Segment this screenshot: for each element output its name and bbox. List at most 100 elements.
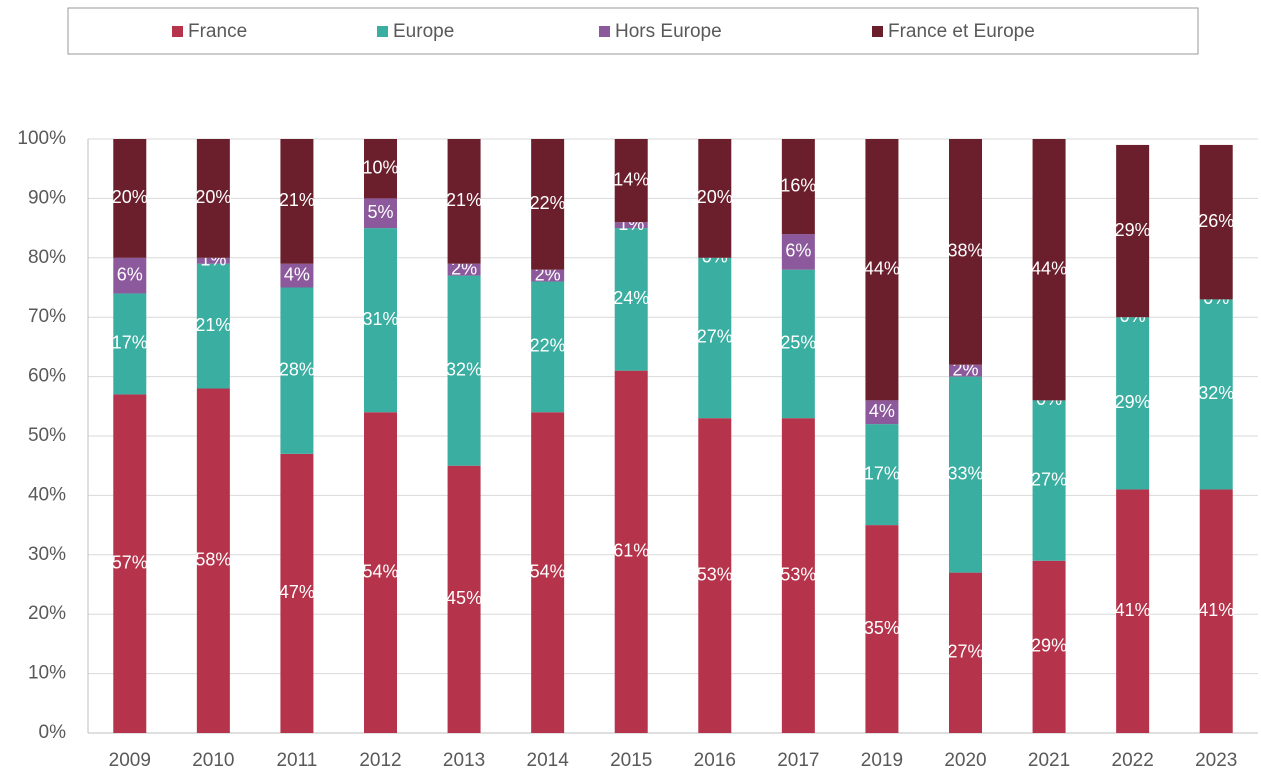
value-label: 54% — [530, 561, 566, 581]
bar-segment — [1032, 400, 1066, 561]
value-label: 6% — [117, 264, 143, 284]
bar-segment — [781, 418, 815, 733]
value-label: 20% — [697, 187, 733, 207]
x-tick-label: 2016 — [694, 750, 736, 771]
bar-segment — [949, 572, 982, 733]
legend-swatch — [172, 26, 183, 37]
bar-segment — [949, 364, 982, 377]
y-tick-label: 10% — [28, 663, 66, 684]
bar-segment — [781, 234, 815, 270]
bar-segment — [113, 293, 147, 395]
x-tick-label: 2013 — [443, 750, 485, 771]
value-label: 17% — [112, 333, 148, 353]
bar-segment — [614, 222, 648, 229]
value-label: 17% — [864, 463, 900, 483]
bar-segment — [196, 257, 230, 264]
bar-segment — [698, 257, 732, 419]
value-label: 53% — [780, 564, 816, 584]
bar-segment — [1032, 139, 1066, 401]
value-label: 41% — [1198, 600, 1234, 620]
value-label: 53% — [697, 564, 733, 584]
bar-segment — [865, 139, 899, 401]
value-label: 25% — [780, 333, 816, 353]
value-label: 29% — [1031, 636, 1067, 656]
bar-segment — [447, 465, 481, 733]
bar-segment — [865, 400, 899, 425]
value-label: 4% — [284, 264, 310, 284]
bar-segment — [698, 418, 732, 733]
x-tick-label: 2014 — [527, 750, 570, 771]
legend-box — [67, 7, 1199, 55]
value-label: 16% — [780, 175, 816, 195]
x-tick-label: 2015 — [610, 750, 652, 771]
bar-segment — [531, 412, 565, 733]
bar-segment — [865, 424, 899, 526]
legend-label: Hors Europe — [615, 21, 722, 42]
value-label: 27% — [1031, 469, 1067, 489]
value-label: 32% — [446, 359, 482, 379]
value-label: 38% — [947, 241, 983, 261]
value-label: 29% — [1115, 392, 1151, 412]
y-tick-label: 30% — [28, 544, 66, 565]
value-label: 44% — [864, 258, 900, 278]
value-label: 24% — [613, 288, 649, 308]
y-tick-label: 70% — [28, 306, 66, 327]
bar-segment — [364, 198, 397, 229]
value-label: 41% — [1115, 600, 1151, 620]
bar-segment — [364, 228, 397, 413]
bar-segment — [781, 269, 815, 419]
value-label: 20% — [195, 187, 231, 207]
bar-segment — [531, 269, 565, 282]
bar-segment — [1199, 489, 1233, 733]
y-tick-label: 20% — [28, 603, 66, 624]
value-label: 54% — [362, 561, 398, 581]
value-label: 44% — [1031, 258, 1067, 278]
bar-segment — [614, 370, 648, 733]
legend-swatch — [872, 26, 883, 37]
bar-segment — [1116, 144, 1150, 318]
bar-segment — [531, 281, 565, 413]
legend-label: France — [188, 21, 247, 42]
value-label: 26% — [1198, 211, 1234, 231]
bar-segment — [447, 275, 481, 466]
bar-segment — [280, 139, 314, 264]
bar-segment — [447, 263, 481, 276]
value-label: 35% — [864, 618, 900, 638]
y-tick-label: 40% — [28, 484, 66, 505]
legend-swatch — [599, 26, 610, 37]
legend-label: Europe — [393, 21, 454, 42]
bar-segment — [1116, 489, 1150, 733]
bar-segment — [280, 263, 314, 288]
value-label: 5% — [367, 202, 393, 222]
x-tick-label: 2022 — [1112, 750, 1154, 771]
value-label: 6% — [785, 241, 811, 261]
legend-label: France et Europe — [888, 21, 1035, 42]
legend-swatch — [377, 26, 388, 37]
bar-segment — [698, 139, 732, 258]
bar-segment — [113, 139, 147, 258]
y-tick-label: 60% — [28, 366, 66, 387]
x-tick-label: 2011 — [276, 750, 317, 771]
value-label: 22% — [530, 193, 566, 213]
value-label: 4% — [869, 401, 895, 421]
value-label: 21% — [446, 190, 482, 210]
value-label: 33% — [947, 463, 983, 483]
bar-segment — [1116, 317, 1150, 490]
x-tick-label: 2020 — [944, 750, 986, 771]
value-label: 57% — [112, 552, 148, 572]
x-tick-label: 2012 — [359, 750, 401, 771]
value-label: 31% — [362, 309, 398, 329]
bar-segment — [949, 376, 982, 573]
bar-segment — [196, 388, 230, 733]
x-tick-label: 2009 — [109, 750, 151, 771]
value-label: 61% — [613, 541, 649, 561]
bar-segment — [196, 263, 230, 389]
bar-segment — [1199, 299, 1233, 490]
bar-segment — [614, 228, 648, 371]
y-tick-label: 50% — [28, 425, 66, 446]
x-tick-label: 2021 — [1028, 750, 1070, 771]
bar-segment — [113, 394, 147, 733]
bar-segment — [364, 412, 397, 733]
y-tick-label: 0% — [39, 722, 67, 743]
